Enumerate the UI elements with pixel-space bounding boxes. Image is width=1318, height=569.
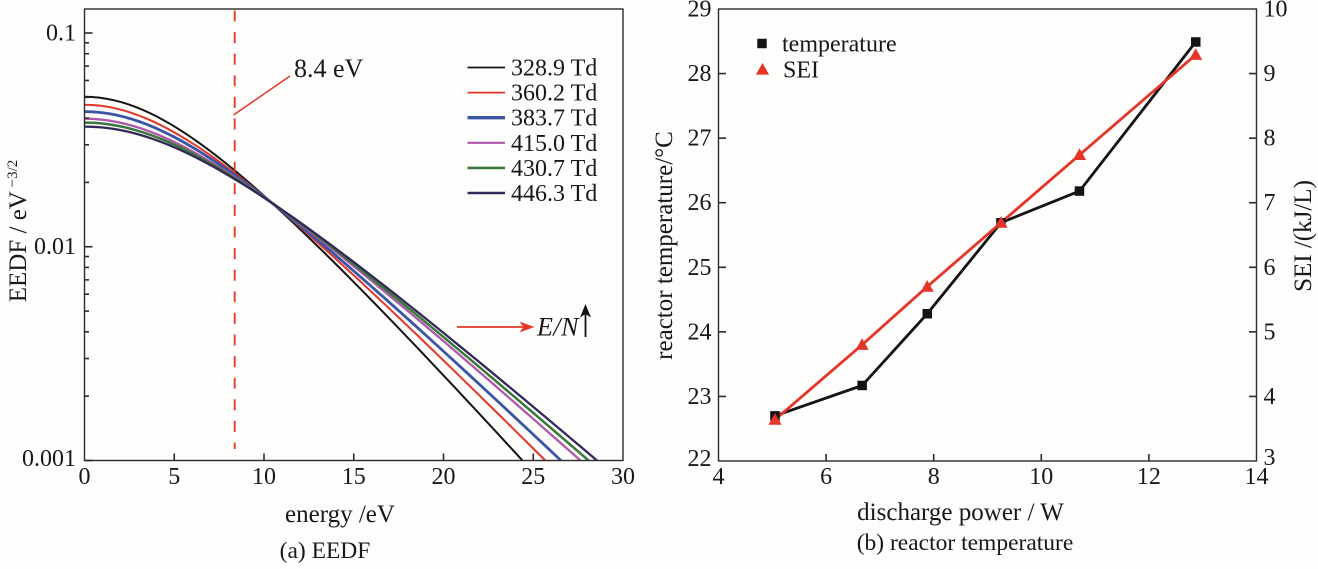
svg-text:28: 28 — [688, 61, 712, 87]
svg-text:446.3 Td: 446.3 Td — [511, 181, 597, 207]
svg-text:E/N: E/N — [536, 313, 580, 342]
svg-text:430.7 Td: 430.7 Td — [511, 156, 597, 182]
svg-text:20: 20 — [432, 464, 456, 490]
svg-text:10: 10 — [252, 464, 276, 490]
svg-text:3: 3 — [1264, 445, 1276, 471]
svg-text:29: 29 — [688, 0, 712, 23]
svg-text:415.0 Td: 415.0 Td — [511, 131, 597, 157]
svg-text:8: 8 — [928, 464, 940, 490]
svg-text:360.2 Td: 360.2 Td — [511, 81, 597, 107]
svg-text:8.4 eV: 8.4 eV — [294, 54, 364, 83]
svg-text:(a) EEDF: (a) EEDF — [280, 538, 371, 564]
svg-text:temperature: temperature — [782, 32, 897, 58]
svg-text:22: 22 — [688, 446, 712, 472]
svg-text:SEI: SEI — [783, 58, 819, 84]
svg-text:energy /eV: energy /eV — [285, 501, 395, 528]
svg-text:6: 6 — [1264, 255, 1276, 281]
svg-text:15: 15 — [342, 464, 366, 490]
svg-text:4: 4 — [1264, 384, 1276, 410]
svg-text:discharge power / W: discharge power / W — [857, 499, 1064, 526]
svg-text:30: 30 — [611, 464, 635, 490]
svg-text:reactor temperature/°C: reactor temperature/°C — [651, 131, 678, 360]
svg-text:5: 5 — [1264, 319, 1276, 345]
svg-text:12: 12 — [1137, 464, 1161, 490]
svg-text:23: 23 — [688, 384, 712, 410]
svg-text:383.7 Td: 383.7 Td — [511, 106, 597, 132]
svg-text:4: 4 — [713, 464, 725, 490]
svg-text:0.01: 0.01 — [34, 234, 76, 260]
svg-text:328.9 Td: 328.9 Td — [511, 56, 597, 82]
svg-text:(b) reactor temperature: (b) reactor temperature — [857, 530, 1074, 556]
svg-text:14: 14 — [1245, 464, 1269, 490]
svg-text:27: 27 — [688, 126, 712, 152]
svg-text:25: 25 — [521, 464, 545, 490]
svg-text:EEDF / eV −3/2: EEDF / eV −3/2 — [5, 160, 32, 303]
svg-text:8: 8 — [1264, 126, 1276, 152]
svg-text:0.1: 0.1 — [46, 21, 76, 47]
svg-text:25: 25 — [688, 255, 712, 281]
svg-text:10: 10 — [1264, 0, 1288, 23]
svg-text:6: 6 — [820, 464, 832, 490]
svg-text:0.001: 0.001 — [22, 446, 76, 472]
svg-text:10: 10 — [1029, 464, 1053, 490]
svg-text:26: 26 — [688, 190, 712, 216]
svg-text:SEI /(kJ/L): SEI /(kJ/L) — [1290, 180, 1317, 292]
svg-text:0: 0 — [79, 464, 91, 490]
svg-text:24: 24 — [688, 319, 712, 345]
svg-text:5: 5 — [168, 464, 180, 490]
svg-text:7: 7 — [1264, 190, 1276, 216]
svg-text:9: 9 — [1264, 61, 1276, 87]
